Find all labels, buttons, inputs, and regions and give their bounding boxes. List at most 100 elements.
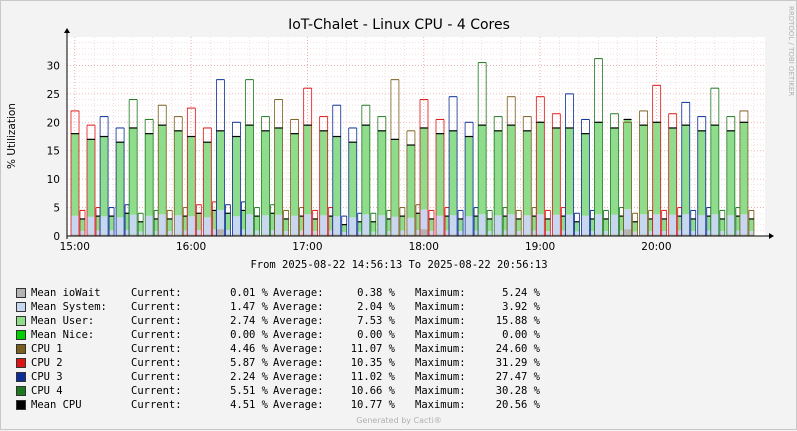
user-area	[80, 218, 85, 232]
system-area	[183, 230, 188, 235]
current-label: Current:	[131, 301, 182, 313]
user-area	[145, 133, 154, 216]
user-area	[516, 218, 522, 232]
current-label: Current:	[131, 315, 182, 327]
user-area	[167, 218, 173, 232]
iowait-area	[361, 234, 370, 236]
system-area	[274, 214, 283, 235]
period-label: From 2025-08-22 14:56:13 To 2025-08-22 2…	[250, 259, 547, 271]
iowait-area	[748, 234, 754, 236]
iowait-area	[390, 234, 399, 236]
user-area	[299, 216, 304, 231]
maximum-value: 31.29 %	[495, 357, 540, 369]
iowait-area	[710, 234, 719, 236]
system-area	[449, 215, 458, 235]
legend-swatch	[16, 344, 26, 354]
iowait-area	[661, 234, 667, 236]
iowait-area	[399, 234, 405, 236]
iowait-area	[406, 234, 415, 236]
x-tick-label: 15:00	[60, 241, 90, 253]
user-area	[668, 127, 677, 215]
iowait-area	[603, 234, 609, 236]
user-area	[710, 125, 719, 215]
iowait-area	[196, 234, 202, 236]
system-area	[668, 214, 677, 235]
iowait-area	[341, 234, 347, 236]
average-label: Average:	[273, 315, 324, 327]
system-area	[312, 231, 318, 235]
user-area	[212, 210, 217, 230]
average-label: Average:	[273, 357, 324, 369]
system-area	[216, 210, 225, 230]
user-area	[690, 218, 696, 232]
system-area	[697, 215, 706, 235]
system-area	[581, 215, 590, 235]
y-tick-label: 10	[47, 174, 60, 186]
system-area	[429, 231, 434, 235]
x-tick-label: 20:00	[641, 241, 671, 253]
system-area	[341, 232, 347, 235]
y-tick-label: 30	[47, 60, 60, 72]
current-value: 5.51 %	[230, 385, 268, 397]
user-area	[254, 216, 260, 231]
current-value: 2.74 %	[230, 315, 268, 327]
user-area	[581, 133, 590, 216]
user-area	[458, 218, 464, 232]
user-area	[474, 216, 479, 231]
user-area	[561, 216, 566, 231]
iowait-area	[187, 234, 196, 236]
iowait-area	[565, 234, 574, 236]
user-area	[406, 145, 415, 218]
user-area	[735, 216, 740, 231]
system-area	[681, 214, 690, 235]
system-area	[138, 231, 144, 235]
x-tick-label: 16:00	[176, 241, 206, 253]
iowait-area	[639, 234, 648, 236]
user-area	[661, 218, 667, 232]
user-area	[503, 216, 508, 231]
system-area	[536, 214, 545, 235]
iowait-area	[303, 234, 312, 236]
system-area	[125, 230, 130, 235]
current-label: Current:	[131, 371, 182, 383]
current-value: 0.00 %	[230, 329, 268, 341]
user-area	[370, 221, 376, 232]
iowait-area	[478, 234, 487, 236]
user-area	[187, 136, 196, 217]
iowait-area	[154, 234, 159, 236]
iowait-area	[225, 234, 231, 236]
system-area	[619, 230, 624, 235]
user-area	[590, 218, 595, 232]
y-tick-label: 5	[53, 203, 60, 215]
legend-swatch	[16, 400, 26, 410]
iowait-area	[619, 234, 624, 236]
average-value: 0.38 %	[357, 287, 395, 299]
system-area	[167, 231, 173, 235]
system-area	[319, 215, 328, 235]
system-area	[303, 214, 312, 235]
system-area	[590, 231, 595, 235]
iowait-area	[449, 234, 458, 236]
y-tick-label: 15	[47, 146, 60, 158]
user-area	[348, 142, 357, 218]
iowait-area	[96, 234, 100, 236]
current-label: Current:	[131, 343, 182, 355]
average-value: 10.77 %	[350, 399, 395, 411]
y-tick-label: 20	[47, 117, 60, 129]
system-area	[225, 230, 231, 235]
user-area	[603, 218, 609, 232]
user-area	[241, 210, 246, 230]
user-area	[154, 218, 159, 232]
maximum-value: 15.88 %	[495, 315, 540, 327]
user-area	[183, 216, 188, 231]
iowait-area	[299, 234, 304, 236]
user-area	[532, 216, 537, 231]
iowait-area	[377, 234, 386, 236]
system-area	[445, 230, 449, 235]
system-area	[719, 231, 725, 235]
iowait-area	[648, 234, 653, 236]
user-area	[652, 122, 661, 215]
system-area	[174, 215, 183, 235]
y-tick-label: 0	[53, 231, 60, 243]
